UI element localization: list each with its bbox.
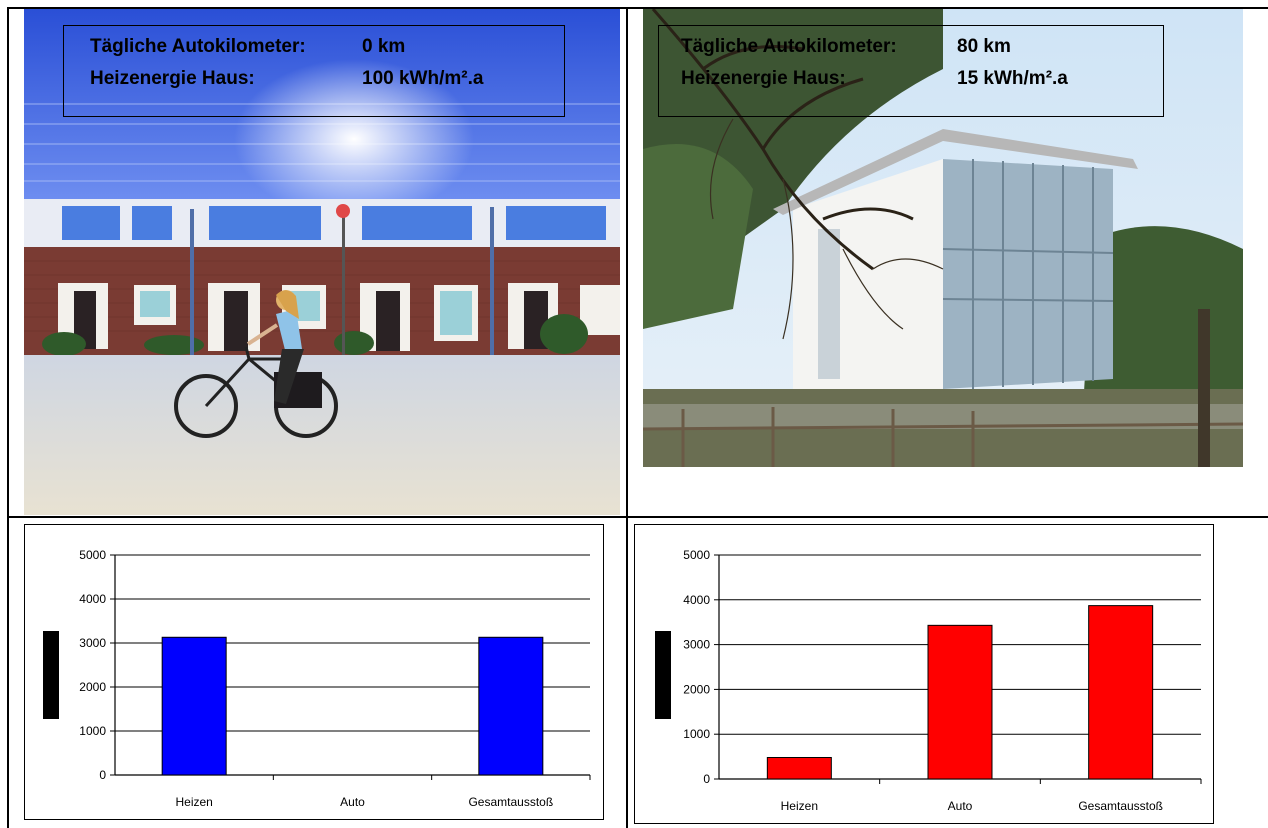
left-chart-ylabel-marker [43, 631, 59, 719]
frame-top-border [7, 7, 1268, 9]
left-category-label: Auto [340, 795, 365, 809]
right-photo [643, 9, 1243, 467]
right-ytick-label: 5000 [683, 548, 710, 562]
right-km-value: 80 km [957, 36, 1011, 57]
right-chart-svg: 0 1000 2000 3000 4000 5000 Heizen Auto Gesamtaus… [655, 548, 1202, 813]
right-category-label: Gesamtausstoß [1078, 799, 1163, 813]
left-ytick-label: 1000 [79, 724, 106, 738]
right-heat-value: 15 kWh/m².a [957, 68, 1068, 89]
left-ytick-label: 5000 [79, 548, 106, 562]
left-chart: 0 1000 2000 3000 4000 5000 Heizen Auto Gesamtaus… [24, 524, 604, 820]
right-ytick-label: 4000 [683, 593, 710, 607]
right-km-label: Tägliche Autokilometer: [681, 36, 897, 57]
left-info-box: Tägliche Autokilometer: 0 km Heizenergie… [63, 25, 565, 117]
right-ytick-label: 2000 [683, 682, 710, 696]
left-ytick-label: 4000 [79, 592, 106, 606]
left-chart-svg: 0 1000 2000 3000 4000 5000 Heizen Auto Gesamtaus… [43, 548, 591, 809]
left-ytick-label: 3000 [79, 636, 106, 650]
frame-left-border [7, 7, 9, 828]
frame-center-divider [626, 7, 628, 828]
right-ytick-label: 3000 [683, 638, 710, 652]
right-info-box: Tägliche Autokilometer: 80 km Heizenergi… [658, 25, 1164, 117]
right-chart: 0 1000 2000 3000 4000 5000 Heizen Auto Gesamtaus… [634, 524, 1214, 824]
frame-middle-divider [7, 516, 1268, 518]
left-ytick-label: 2000 [79, 680, 106, 694]
left-km-value: 0 km [362, 36, 406, 57]
left-heat-label: Heizenergie Haus: [90, 68, 255, 89]
left-ytick-label: 0 [99, 768, 106, 782]
right-chart-ylabel-marker [655, 631, 671, 719]
right-bar-gesamtaussto [1088, 605, 1154, 780]
right-bar-heizen [766, 756, 832, 780]
right-bar-auto [927, 624, 993, 780]
right-heat-label: Heizenergie Haus: [681, 68, 846, 89]
right-category-label: Auto [948, 799, 973, 813]
left-heat-value: 100 kWh/m².a [362, 68, 484, 89]
left-bar-heizen [161, 636, 227, 776]
left-category-label: Heizen [175, 795, 212, 809]
left-km-label: Tägliche Autokilometer: [90, 36, 306, 57]
left-photo [24, 9, 620, 515]
right-ytick-label: 1000 [683, 727, 710, 741]
right-category-label: Heizen [781, 799, 818, 813]
left-category-label: Gesamtausstoß [468, 795, 553, 809]
right-ytick-label: 0 [703, 772, 710, 786]
left-bar-gesamtaussto [478, 636, 544, 776]
